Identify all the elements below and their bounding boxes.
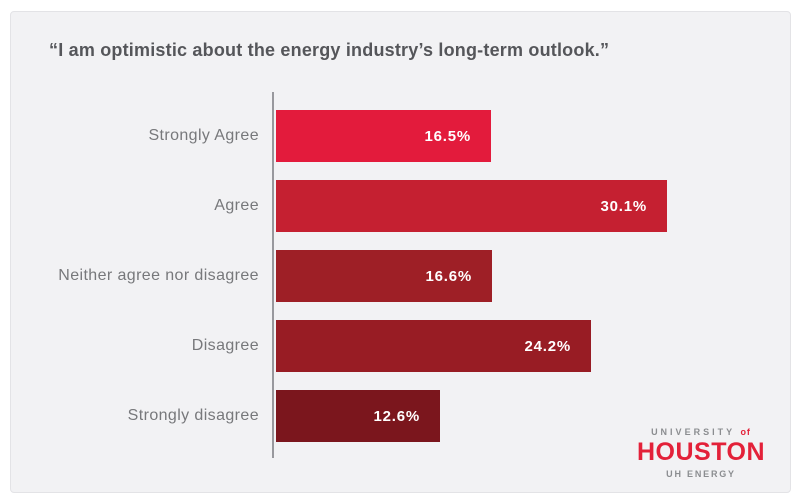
category-label: Disagree	[191, 337, 259, 354]
category-label: Strongly Agree	[148, 127, 259, 144]
bar-zone: 16.5%	[272, 110, 790, 162]
logo-university-of: UNIVERSITY of	[628, 428, 774, 437]
logo-uh-energy-text: UH ENERGY	[666, 469, 736, 479]
bar-zone: 16.6%	[272, 250, 790, 302]
chart-title: “I am optimistic about the energy indust…	[49, 40, 610, 60]
chart-rows: Strongly Agree 16.5% Agree 30.1% Neither…	[11, 110, 790, 442]
logo-university-text: UNIVERSITY	[651, 427, 735, 437]
infographic-panel: “I am optimistic about the energy indust…	[10, 11, 791, 493]
value-label: 16.6%	[425, 267, 472, 285]
category-label: Strongly disagree	[127, 407, 259, 424]
bar-row: Agree 30.1%	[11, 180, 790, 232]
value-label: 24.2%	[524, 337, 571, 355]
bar-chart: Strongly Agree 16.5% Agree 30.1% Neither…	[11, 92, 790, 458]
y-axis-line	[272, 92, 274, 458]
bar-row: Neither agree nor disagree 16.6%	[11, 250, 790, 302]
bar: 24.2%	[276, 320, 591, 372]
bar: 16.5%	[276, 110, 491, 162]
bar-zone: 30.1%	[272, 180, 790, 232]
bar: 16.6%	[276, 250, 492, 302]
bar-row: Strongly disagree 12.6%	[11, 390, 790, 442]
category-label: Agree	[214, 197, 259, 214]
category-label: Neither agree nor disagree	[58, 267, 259, 284]
bar: 30.1%	[276, 180, 667, 232]
bar: 12.6%	[276, 390, 440, 442]
bar-zone: 24.2%	[272, 320, 790, 372]
logo-houston-text: HOUSTON	[636, 438, 766, 466]
bar-row: Disagree 24.2%	[11, 320, 790, 372]
bar-zone: 12.6%	[272, 390, 790, 442]
bar-row: Strongly Agree 16.5%	[11, 110, 790, 162]
logo-of-text: of	[740, 427, 751, 437]
value-label: 30.1%	[600, 197, 647, 215]
uh-energy-logo: UNIVERSITY of HOUSTON UH ENERGY	[628, 428, 774, 479]
value-label: 12.6%	[373, 407, 420, 425]
value-label: 16.5%	[424, 127, 471, 145]
